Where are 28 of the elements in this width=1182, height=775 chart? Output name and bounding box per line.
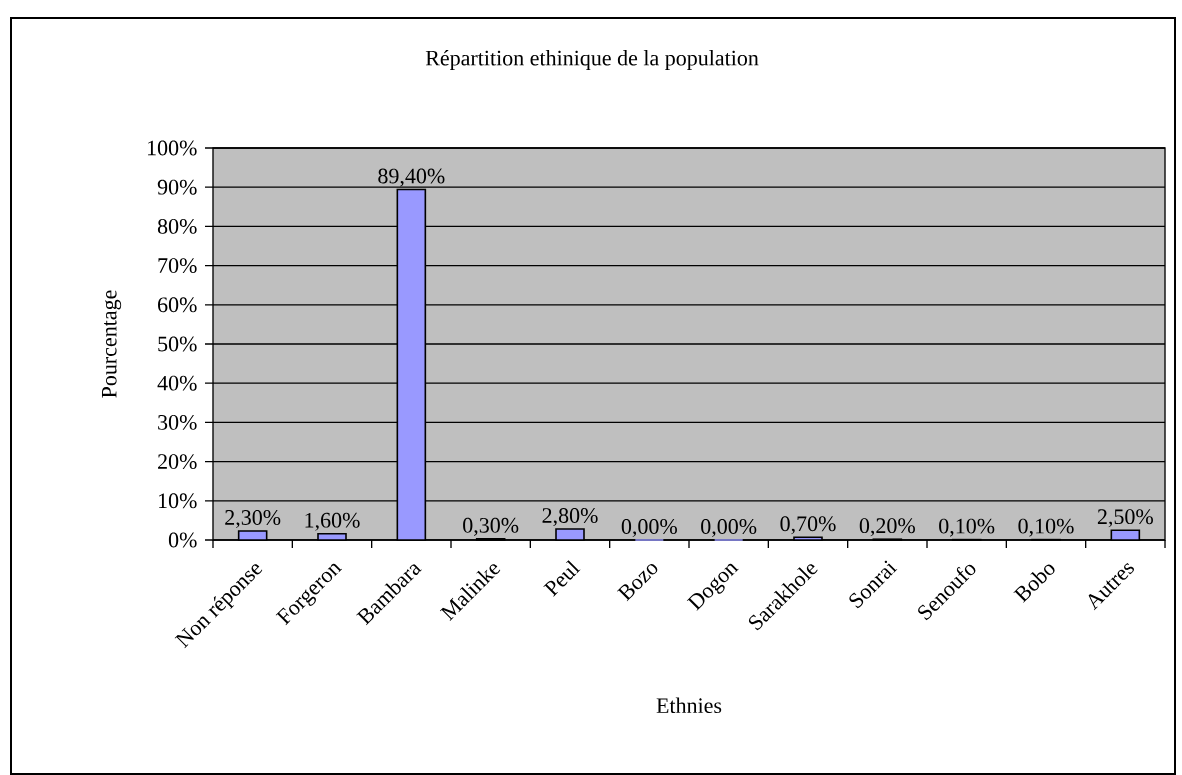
- data-label: 0,10%: [1018, 518, 1074, 537]
- data-label: 0,20%: [859, 518, 915, 537]
- y-tick-label: 90%: [157, 179, 197, 195]
- x-tick-label: Peul: [543, 560, 581, 597]
- y-tick-label: 60%: [158, 297, 197, 313]
- data-label: 0,30%: [463, 517, 519, 536]
- data-label: 2,50%: [1097, 509, 1153, 528]
- data-label: 89,40%: [378, 168, 445, 187]
- data-label: 0,70%: [780, 516, 836, 535]
- y-tick-label: 70%: [158, 258, 197, 274]
- y-tick-label: 100%: [148, 140, 197, 156]
- y-axis-title: Pourcentage: [101, 290, 122, 398]
- y-tick-label: 10%: [159, 493, 197, 509]
- x-tick-label: Bozo: [616, 563, 658, 602]
- data-label: 2,80%: [542, 508, 598, 527]
- chart-title: Répartition ethinique de la population: [425, 50, 759, 70]
- data-label: 0,10%: [939, 518, 995, 537]
- data-label: 1,60%: [305, 512, 360, 531]
- data-label: 0,00%: [621, 519, 677, 538]
- data-label: 2,30%: [225, 510, 281, 529]
- y-tick-label: 30%: [158, 414, 197, 430]
- y-tick-label: 0%: [168, 532, 197, 548]
- y-tick-label: 50%: [158, 336, 197, 352]
- y-tick-label: 80%: [157, 218, 197, 234]
- y-tick-label: 20%: [158, 454, 197, 470]
- y-tick-label: 40%: [157, 375, 197, 391]
- data-label: 0,00%: [701, 519, 757, 538]
- x-axis-title: Ethnies: [656, 697, 722, 714]
